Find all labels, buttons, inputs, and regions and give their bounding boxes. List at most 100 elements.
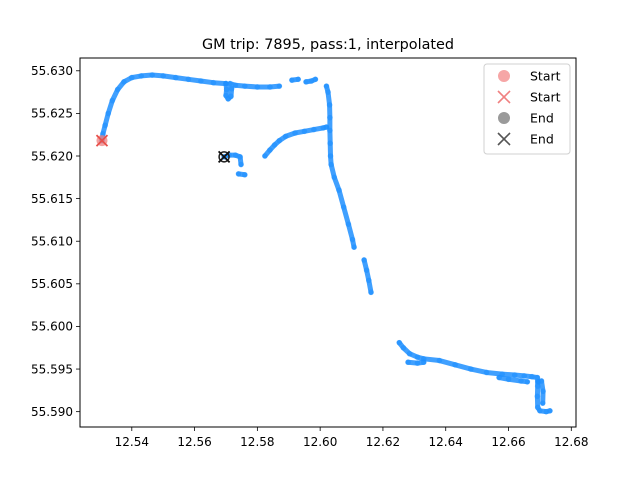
track-point xyxy=(292,130,298,136)
track-point xyxy=(483,369,490,376)
track-point xyxy=(271,142,278,148)
track-point xyxy=(349,236,356,243)
track-segment-9 xyxy=(496,375,530,385)
x-axis: 12.54 12.56 12.58 12.60 12.62 12.64 12.66 12.68 xyxy=(115,427,588,449)
x-tick-label: 12.56 xyxy=(177,435,211,449)
legend: Start Start End End xyxy=(483,63,571,155)
legend-marker xyxy=(498,70,510,82)
track-point xyxy=(496,374,502,381)
track-point xyxy=(327,140,334,147)
end-circle-marker xyxy=(218,151,230,163)
y-tick-label: 55.610 xyxy=(31,235,73,249)
track-segment-0 xyxy=(99,72,229,144)
track-segment-6 xyxy=(396,340,553,415)
track-point xyxy=(534,393,541,400)
track-point xyxy=(529,373,535,380)
track-point xyxy=(109,97,116,104)
x-tick-label: 12.66 xyxy=(491,435,525,449)
track-point xyxy=(262,153,268,159)
track-point xyxy=(336,187,342,193)
track-point xyxy=(547,408,553,414)
start-x-marker xyxy=(95,134,109,147)
legend-marker xyxy=(498,112,510,124)
track-point xyxy=(539,400,546,406)
track-point xyxy=(282,133,289,140)
track-point xyxy=(289,77,295,83)
y-tick-label: 55.590 xyxy=(31,405,73,419)
track-point xyxy=(223,86,230,93)
track-point xyxy=(327,153,334,159)
track-point xyxy=(524,379,531,385)
track-point xyxy=(396,339,403,346)
track-point xyxy=(452,361,458,368)
track-point xyxy=(102,122,108,129)
track-point xyxy=(327,114,333,121)
track-point xyxy=(228,93,234,100)
track-point xyxy=(363,267,370,274)
track-point xyxy=(149,72,155,78)
track-point xyxy=(538,378,545,384)
track-point xyxy=(468,366,474,372)
track-point xyxy=(518,378,524,384)
track-point xyxy=(505,376,512,383)
end-x-marker xyxy=(217,150,231,163)
track-point xyxy=(511,372,518,378)
track-point xyxy=(121,79,127,85)
track-point xyxy=(345,221,352,227)
y-tick-label: 55.630 xyxy=(31,64,73,78)
x-tick-label: 12.68 xyxy=(554,435,588,449)
x-tick-label: 12.58 xyxy=(240,435,274,449)
track-point xyxy=(129,74,135,81)
chart-title: GM trip: 7895, pass:1, interpolated xyxy=(202,37,454,53)
plot-frame xyxy=(79,57,577,428)
track-point xyxy=(301,128,308,135)
track-point xyxy=(351,244,357,250)
track-point xyxy=(534,374,541,381)
track-point xyxy=(325,89,331,95)
gps-track xyxy=(99,72,553,415)
y-tick-label: 55.615 xyxy=(31,192,73,206)
track-point xyxy=(114,86,121,93)
track-point xyxy=(521,373,527,379)
track-point xyxy=(185,76,192,83)
legend-marker xyxy=(497,90,511,104)
track-point xyxy=(227,80,233,87)
track-point xyxy=(242,171,248,178)
track-point xyxy=(172,74,179,81)
track-point xyxy=(232,82,239,89)
legend-label: End xyxy=(530,132,554,147)
track-point xyxy=(198,78,204,84)
track-point xyxy=(237,154,243,160)
legend-box xyxy=(483,63,571,155)
y-tick-label: 55.625 xyxy=(31,107,73,121)
x-tick-label: 12.60 xyxy=(303,435,337,449)
track-point xyxy=(406,350,413,357)
track-point xyxy=(295,76,301,83)
y-tick-label: 55.595 xyxy=(31,362,73,376)
legend-label: End xyxy=(530,111,554,126)
track-point xyxy=(276,137,283,144)
track-point xyxy=(232,152,239,158)
legend-label: Start xyxy=(530,90,561,105)
track-point xyxy=(540,388,546,395)
track-point xyxy=(340,204,347,210)
track-point xyxy=(537,408,543,414)
track-point xyxy=(303,79,309,85)
track-point xyxy=(328,161,334,168)
start-end-markers xyxy=(95,134,231,163)
track-point xyxy=(323,124,330,130)
track-point xyxy=(235,171,242,177)
legend-label: Start xyxy=(530,69,561,84)
track-point xyxy=(323,83,330,89)
track-point xyxy=(312,76,319,83)
x-tick-label: 12.54 xyxy=(115,435,149,449)
track-point xyxy=(254,84,261,90)
track-point xyxy=(414,360,421,366)
y-tick-label: 55.620 xyxy=(31,149,73,163)
track-point xyxy=(366,277,372,284)
track-point xyxy=(276,83,283,89)
track-point xyxy=(420,359,427,366)
track-point xyxy=(267,84,273,90)
track-point xyxy=(331,174,338,181)
